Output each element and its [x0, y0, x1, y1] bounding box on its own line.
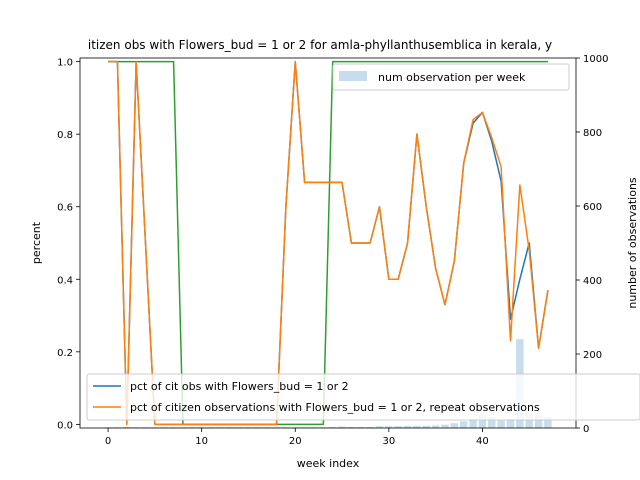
y-right-tick-label-600: 600	[583, 202, 602, 213]
bar-week-38	[459, 421, 468, 428]
legend-upper-box	[332, 63, 570, 91]
bar-week-47	[544, 416, 552, 428]
bar-week-40	[478, 415, 487, 428]
x-tick-label-40: 40	[476, 436, 489, 447]
y-right-tick-label-400: 400	[583, 276, 602, 287]
y-right-tick-label-200: 200	[583, 350, 602, 361]
bar-week-30	[385, 426, 393, 428]
lines-layer	[108, 60, 549, 426]
bar-week-28	[366, 426, 374, 428]
bar-week-41	[488, 416, 496, 428]
bar-week-37	[450, 423, 459, 428]
y-axis-label: percent	[30, 221, 43, 264]
bar-week-45	[525, 413, 533, 428]
legend-label-bars: num observation per week	[378, 71, 526, 84]
bar-week-26	[347, 426, 356, 428]
y-tick-label-0: 0.0	[57, 420, 73, 431]
bar-week-43	[506, 418, 515, 428]
legend-label-blue: pct of cit obs with Flowers_bud = 1 or 2	[130, 380, 349, 393]
legend-lower: pct of cit obs with Flowers_bud = 1 or 2…	[86, 373, 640, 421]
axes-layer: 0 10 20 30 40 0.0 0.2 0.4 0.6 0.8 1.0 0 200 400 600 800…	[57, 54, 608, 447]
chart-title: itizen obs with Flowers_bud = 1 or 2 for…	[88, 38, 552, 52]
series-line-orange	[108, 60, 549, 426]
bar-week-36	[441, 424, 449, 428]
plot-frame	[79, 57, 577, 429]
y-axis-right-label: number of observations	[626, 177, 639, 309]
x-tick-label-30: 30	[382, 436, 395, 447]
legend-swatch-bars	[339, 71, 367, 81]
legend-lower-box	[86, 373, 640, 421]
bar-week-31	[394, 426, 402, 428]
series-line-green	[108, 60, 548, 426]
bar-week-33	[413, 425, 421, 428]
y-tick-label-0.4: 0.4	[57, 275, 73, 286]
y-right-tick-label-800: 800	[583, 128, 602, 139]
bar-week-46	[534, 415, 543, 428]
x-tick-label-0: 0	[105, 436, 111, 447]
y-right-tick-label-0: 0	[583, 424, 589, 435]
y-right-tick-label-1000: 1000	[583, 54, 608, 65]
legend-upper: num observation per week	[332, 63, 570, 91]
bar-week-24	[328, 426, 337, 428]
x-tick-label-20: 20	[289, 436, 302, 447]
bar-week-39	[469, 418, 477, 428]
bar-week-34	[422, 425, 431, 428]
bar-week-42	[497, 420, 505, 428]
x-tick-label-10: 10	[195, 436, 208, 447]
bar-week-27	[357, 426, 365, 428]
bar-week-2	[123, 426, 131, 428]
y-tick-label-0.6: 0.6	[57, 203, 73, 214]
bar-week-25	[338, 426, 346, 428]
bar-week-35	[431, 425, 440, 428]
x-axis-label: week index	[297, 457, 360, 470]
y-tick-label-0.8: 0.8	[57, 130, 73, 141]
y-tick-label-0.2: 0.2	[57, 348, 73, 359]
bar-week-32	[403, 425, 412, 428]
bar-week-29	[375, 426, 384, 428]
y-tick-label-1: 1.0	[57, 58, 73, 69]
legend-label-orange: pct of citizen observations with Flowers…	[130, 401, 540, 414]
